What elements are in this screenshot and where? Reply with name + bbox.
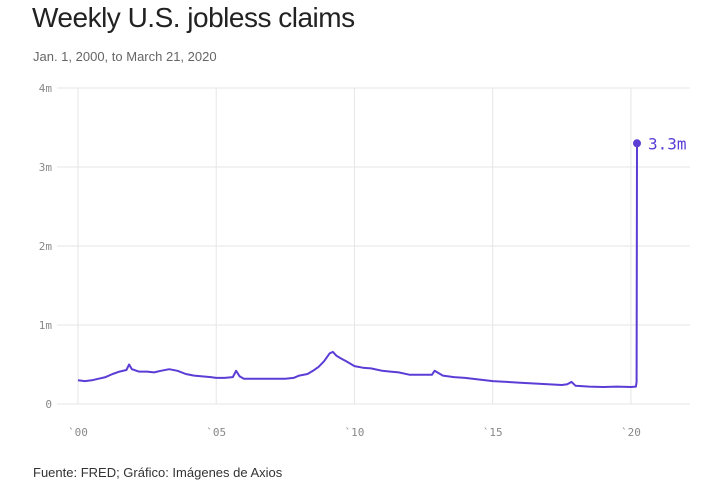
chart-subtitle: Jan. 1, 2000, to March 21, 2020 [33, 49, 217, 64]
x-tick-label: `00 [68, 426, 88, 439]
x-axis-ticks: `00 `05 `10 `15 `20 [68, 426, 641, 439]
y-axis-ticks: 0 1m 2m 3m 4m [39, 82, 53, 411]
x-tick-label: `05 [206, 426, 226, 439]
y-tick-label: 1m [39, 319, 53, 332]
x-tick-label: `15 [483, 426, 503, 439]
y-tick-label: 0 [45, 398, 52, 411]
end-value-label: 3.3m [648, 134, 687, 153]
y-tick-label: 2m [39, 240, 53, 253]
x-tick-label: `10 [345, 426, 365, 439]
x-tick-label: `20 [621, 426, 641, 439]
end-point-marker [633, 139, 641, 148]
source-note: Fuente: FRED; Gráfico: Imágenes de Axios [33, 465, 283, 480]
series-group [77, 143, 638, 388]
y-tick-label: 3m [39, 161, 53, 174]
annotations: 3.3m [633, 134, 687, 153]
y-tick-label: 4m [39, 82, 53, 95]
series-line [77, 143, 638, 388]
grid-lines [57, 87, 690, 405]
chart-title: Weekly U.S. jobless claims [32, 2, 355, 33]
